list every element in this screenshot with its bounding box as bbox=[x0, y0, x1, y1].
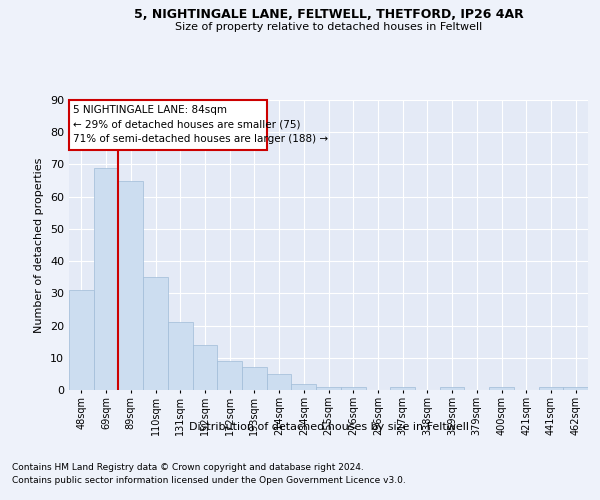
Bar bbox=[168, 322, 193, 390]
Bar bbox=[316, 387, 341, 390]
FancyBboxPatch shape bbox=[69, 100, 267, 150]
Bar bbox=[341, 387, 365, 390]
Bar bbox=[390, 387, 415, 390]
Bar bbox=[539, 387, 563, 390]
Text: Contains HM Land Registry data © Crown copyright and database right 2024.: Contains HM Land Registry data © Crown c… bbox=[12, 462, 364, 471]
Bar bbox=[94, 168, 118, 390]
Bar bbox=[563, 387, 588, 390]
Bar bbox=[69, 290, 94, 390]
Y-axis label: Number of detached properties: Number of detached properties bbox=[34, 158, 44, 332]
Bar bbox=[440, 387, 464, 390]
Bar bbox=[118, 180, 143, 390]
Bar bbox=[143, 277, 168, 390]
Text: 5, NIGHTINGALE LANE, FELTWELL, THETFORD, IP26 4AR: 5, NIGHTINGALE LANE, FELTWELL, THETFORD,… bbox=[134, 8, 524, 20]
Text: ← 29% of detached houses are smaller (75): ← 29% of detached houses are smaller (75… bbox=[73, 120, 300, 130]
Text: 5 NIGHTINGALE LANE: 84sqm: 5 NIGHTINGALE LANE: 84sqm bbox=[73, 105, 227, 115]
Bar bbox=[489, 387, 514, 390]
Text: Size of property relative to detached houses in Feltwell: Size of property relative to detached ho… bbox=[175, 22, 482, 32]
Bar bbox=[267, 374, 292, 390]
Bar bbox=[242, 368, 267, 390]
Bar bbox=[292, 384, 316, 390]
Text: Contains public sector information licensed under the Open Government Licence v3: Contains public sector information licen… bbox=[12, 476, 406, 485]
Bar bbox=[217, 361, 242, 390]
Text: Distribution of detached houses by size in Feltwell: Distribution of detached houses by size … bbox=[189, 422, 469, 432]
Bar bbox=[193, 345, 217, 390]
Text: 71% of semi-detached houses are larger (188) →: 71% of semi-detached houses are larger (… bbox=[73, 134, 328, 144]
